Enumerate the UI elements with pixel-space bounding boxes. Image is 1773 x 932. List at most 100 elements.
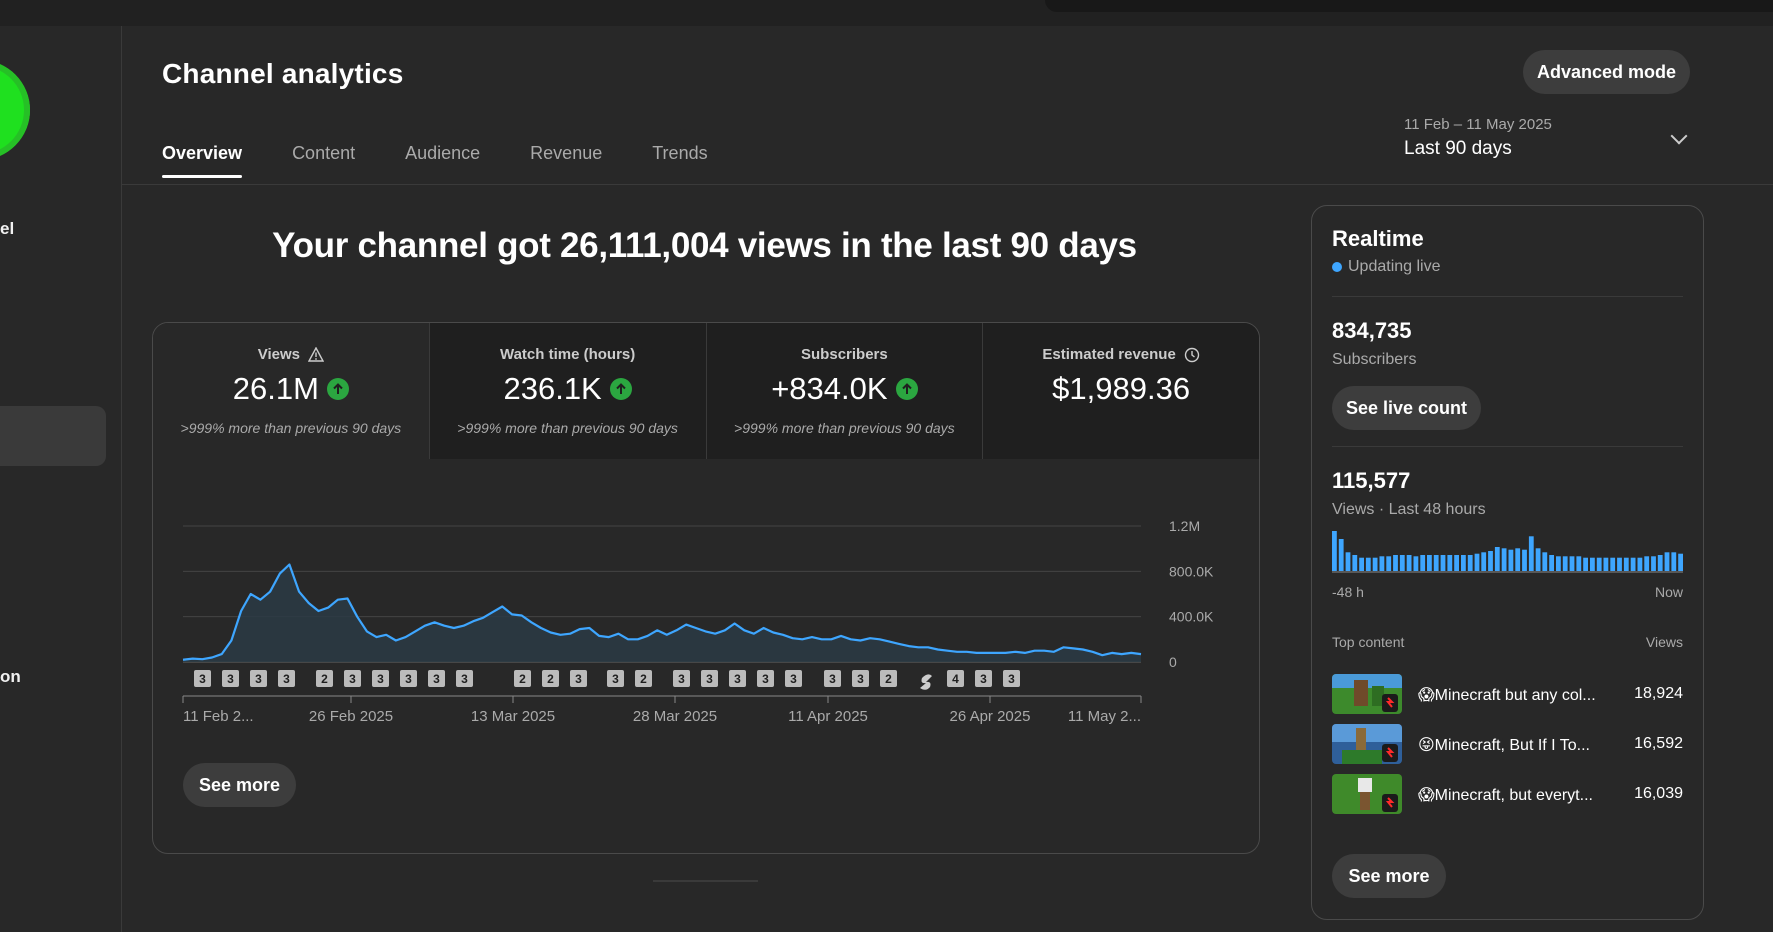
x-tick-label: 11 Feb 2... <box>183 708 254 725</box>
date-range-label: Last 90 days <box>1404 138 1512 159</box>
top-content-item[interactable]: 😱Minecraft but any col... 18,924 <box>1332 674 1683 718</box>
tab-overview[interactable]: Overview <box>162 143 243 178</box>
clock-icon <box>1184 347 1200 362</box>
live-dot-icon <box>1332 262 1342 272</box>
realtime-bar <box>1338 539 1344 571</box>
upload-marker <box>372 670 389 687</box>
channel-avatar[interactable] <box>0 60 30 160</box>
metric-tabs: Views 26.1M >999% more than previous 90 … <box>153 323 1259 459</box>
views-line <box>182 563 1142 661</box>
metric-watch-time[interactable]: Watch time (hours) 236.1K >999% more tha… <box>429 323 707 459</box>
realtime-bar <box>1617 557 1622 571</box>
realtime-bar <box>1467 555 1473 571</box>
realtime-bar <box>1596 557 1602 571</box>
y-tick-label: 800.0K <box>1169 563 1214 579</box>
upload-marker <box>514 670 531 687</box>
tab-revenue[interactable]: Revenue <box>530 143 603 163</box>
realtime-bar <box>1420 555 1426 571</box>
date-range-selector[interactable]: 11 Feb – 11 May 2025 Last 90 days <box>1404 116 1689 166</box>
realtime-bar <box>1603 557 1609 571</box>
realtime-views-count: 115,577 <box>1332 468 1411 493</box>
sidebar-item-label: on <box>0 667 21 686</box>
realtime-bar <box>1569 556 1575 571</box>
realtime-bar-chart <box>1332 531 1683 573</box>
chart-see-more-button[interactable]: See more <box>183 763 296 807</box>
upload-marker-count: 3 <box>199 672 206 686</box>
y-tick-label: 400.0K <box>1169 609 1214 625</box>
views-chart: 1.2M 800.0K 400.0K 0 3 3 3 3 2 3 3 3 3 3 2 2 3 3 2 3 3 3 3 3 3 3 2… <box>153 459 1259 853</box>
top-content-item[interactable]: 😝Minecraft, But If I To... 16,592 <box>1332 724 1683 768</box>
upload-marker <box>880 670 897 687</box>
live-status: Updating live <box>1332 258 1441 276</box>
video-thumbnail <box>1332 674 1402 714</box>
realtime-subscribers-count: 834,735 <box>1332 318 1412 343</box>
realtime-bar <box>1359 557 1364 571</box>
upload-marker <box>400 670 417 687</box>
advanced-mode-button[interactable]: Advanced mode <box>1523 50 1690 94</box>
upload-marker <box>542 670 559 687</box>
upload-marker-count: 3 <box>575 672 582 686</box>
upload-marker-count: 3 <box>790 672 797 686</box>
upload-marker-count: 3 <box>433 672 440 686</box>
metric-revenue[interactable]: Estimated revenue $1,989.36 <box>983 323 1259 459</box>
metric-subscribers[interactable]: Subscribers +834.0K >999% more than prev… <box>706 323 984 459</box>
metric-comparison: >999% more than previous 90 days <box>180 420 402 436</box>
realtime-bar <box>1501 548 1507 571</box>
upload-marker <box>757 670 774 687</box>
tab-content[interactable]: Content <box>292 143 356 163</box>
top-content-item[interactable]: 😱Minecraft, but everyt... 16,039 <box>1332 774 1683 818</box>
realtime-bar <box>1590 557 1595 571</box>
realtime-bar <box>1528 536 1534 571</box>
realtime-bar <box>1657 555 1663 571</box>
realtime-bar <box>1671 552 1677 571</box>
upload-marker <box>278 670 295 687</box>
metric-comparison: >999% more than previous 90 days <box>457 420 678 436</box>
realtime-bar <box>1623 557 1629 571</box>
metric-value: 236.1K <box>503 371 602 406</box>
top-content-title: 😝Minecraft, But If I To... <box>1418 737 1590 754</box>
sidebar-item-analytics[interactable] <box>0 406 106 466</box>
divider <box>1332 296 1683 297</box>
realtime-title: Realtime <box>1332 226 1424 251</box>
see-live-count-button[interactable]: See live count <box>1332 386 1481 430</box>
tab-audience[interactable]: Audience <box>405 143 481 163</box>
upload-marker <box>456 670 473 687</box>
upload-marker-count: 3 <box>612 672 619 686</box>
upload-marker-count: 3 <box>255 672 262 686</box>
realtime-bar <box>1345 552 1351 571</box>
mini-axis-start: -48 h <box>1332 584 1364 600</box>
upload-marker <box>1003 670 1020 687</box>
x-tick-label: 26 Apr 2025 <box>950 708 1031 725</box>
realtime-bar <box>1644 556 1650 571</box>
metric-comparison: >999% more than previous 90 days <box>734 420 955 436</box>
realtime-bar <box>1678 553 1683 571</box>
upload-marker-count: 3 <box>762 672 769 686</box>
search-bar[interactable] <box>1045 0 1773 12</box>
metric-label: Views <box>257 346 300 363</box>
realtime-bar <box>1522 549 1527 571</box>
realtime-see-more-button[interactable]: See more <box>1332 854 1446 898</box>
upload-marker-count: 3 <box>734 672 741 686</box>
metric-value: 26.1M <box>232 371 319 406</box>
y-tick-label: 0 <box>1169 654 1177 670</box>
views-headline: Your channel got 26,111,004 views in the… <box>272 226 1137 265</box>
upload-marker <box>222 670 239 687</box>
realtime-bar <box>1427 555 1432 571</box>
metric-views[interactable]: Views 26.1M >999% more than previous 90 … <box>153 323 430 459</box>
realtime-bar <box>1637 557 1643 571</box>
realtime-bar <box>1413 556 1419 571</box>
realtime-bar <box>1651 556 1656 571</box>
tab-trends[interactable]: Trends <box>652 143 708 163</box>
top-content-views-header: Views <box>1645 634 1683 650</box>
upload-marker-count: 3 <box>829 672 836 686</box>
top-content-views: 16,592 <box>1634 735 1683 752</box>
upload-marker <box>729 670 746 687</box>
arrow-up-icon <box>609 378 632 400</box>
x-tick-label: 13 Mar 2025 <box>471 708 555 725</box>
realtime-card: Realtime Updating live 834,735 Subscribe… <box>1311 205 1704 920</box>
realtime-bar <box>1481 552 1487 571</box>
upload-marker <box>250 670 267 687</box>
top-content-title: 😱Minecraft but any col... <box>1418 687 1596 704</box>
upload-marker <box>785 670 802 687</box>
header-divider <box>121 184 1773 185</box>
